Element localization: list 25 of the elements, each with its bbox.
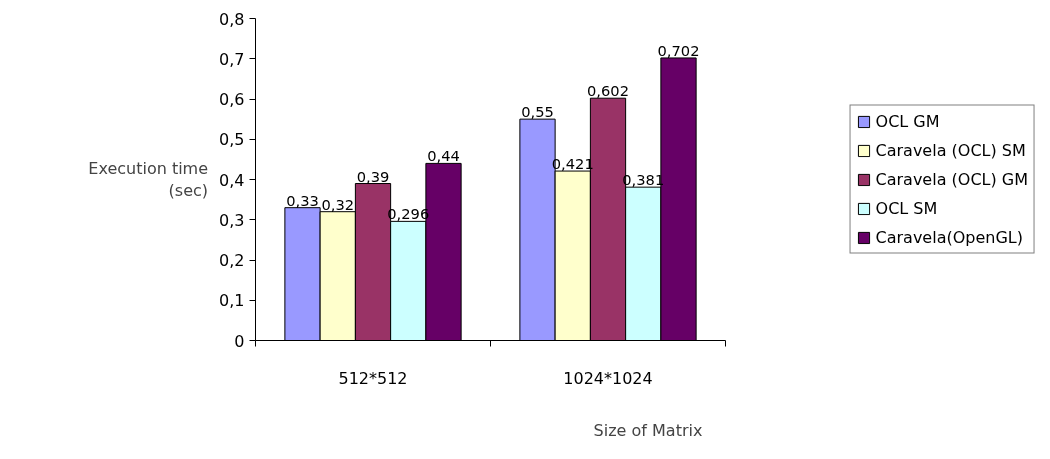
data-label: 0,55 xyxy=(521,103,554,121)
legend-label: OCL GM xyxy=(875,111,940,131)
y-tick-label: 0,8 xyxy=(219,9,245,29)
y-axis-title: Execution time (sec) xyxy=(88,158,209,201)
y-tick-label: 0,6 xyxy=(219,90,245,109)
y-tick-label: 0 xyxy=(234,331,245,351)
y-tick-label: 0,4 xyxy=(219,170,245,190)
legend-label: Caravela (OCL) SM xyxy=(875,140,1026,160)
y-tick-label: 0,3 xyxy=(219,210,245,230)
legend-label: OCL SM xyxy=(875,198,938,218)
data-label: 0,44 xyxy=(427,147,460,165)
data-label: 0,32 xyxy=(321,195,355,213)
legend-label: Caravela (OCL) GM xyxy=(875,169,1028,189)
y-tick-label: 0,7 xyxy=(219,49,245,69)
x-tick-label: 1024*1024 xyxy=(563,368,653,388)
data-label: 0,702 xyxy=(657,41,700,59)
y-tick-label: 0,5 xyxy=(219,130,245,150)
x-tick-label: 512*512 xyxy=(338,368,408,388)
y-tick-label: 0,2 xyxy=(219,251,245,270)
legend-label: Caravela(OpenGL) xyxy=(875,227,1023,247)
y-tick-label: 0,1 xyxy=(219,291,245,311)
data-label: 0,33 xyxy=(286,191,319,209)
data-label: 0,602 xyxy=(587,82,629,100)
x-axis-title: Size of Matrix xyxy=(593,420,703,440)
data-label: 0,39 xyxy=(356,167,390,185)
